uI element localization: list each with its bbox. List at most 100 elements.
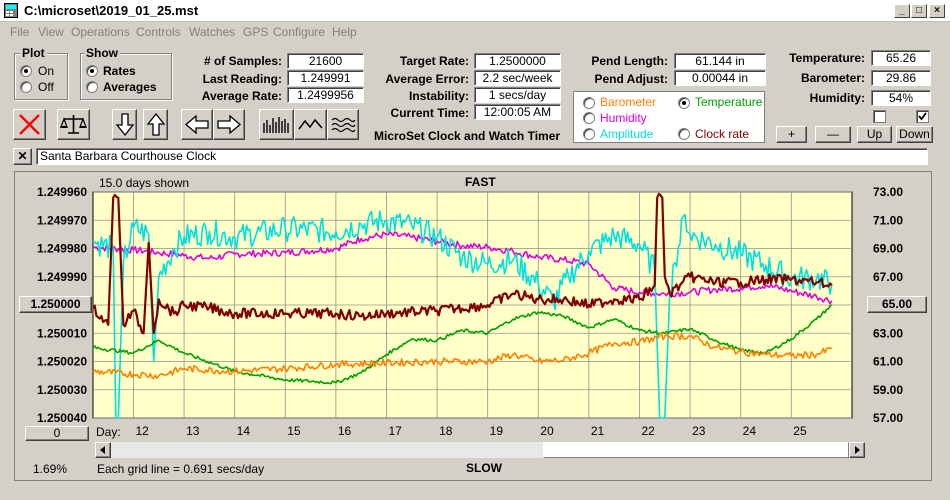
amplitude-radio[interactable] (583, 128, 595, 140)
left-checkbox[interactable] (873, 110, 886, 123)
y-right-tick-label: 71.00 (873, 213, 903, 227)
maximize-button[interactable]: □ (911, 4, 927, 18)
menu-file[interactable]: File (10, 25, 30, 39)
last-reading-field: 1.249991 (287, 70, 364, 86)
scale-minus-button[interactable]: — (815, 126, 851, 143)
clear-description-button[interactable]: ✕ (13, 148, 32, 165)
scroll-left-button[interactable] (95, 442, 111, 458)
day-prefix: Day: (96, 425, 121, 439)
arrow-down-button[interactable] (112, 109, 137, 140)
scroll-thumb[interactable] (543, 442, 849, 458)
grid-note: Each grid line = 0.691 secs/day (97, 462, 265, 476)
show-averages-label: Averages (103, 80, 157, 94)
x-tick-label: 15 (287, 424, 301, 438)
balance-scale-icon (60, 115, 87, 134)
pend-adjust-label: Pend Adjust: (594, 72, 668, 86)
menu-help[interactable]: Help (332, 25, 357, 39)
clear-button[interactable] (13, 109, 46, 140)
temperature-label: Temperature (695, 95, 763, 109)
x-tick-label: 22 (641, 424, 655, 438)
description-field[interactable]: Santa Barbara Courthouse Clock (36, 148, 928, 165)
pend-length-field: 61.144 in (674, 53, 766, 69)
avg-rate-label: Average Rate: (201, 89, 282, 103)
y-right-tick-label: 67.00 (873, 270, 903, 284)
arrow-left-icon (184, 114, 209, 135)
close-window-button[interactable]: × (929, 4, 945, 18)
last-reading-label: Last Reading: (202, 72, 282, 86)
bars-view-button[interactable] (259, 109, 294, 140)
clock-rate-radio[interactable] (678, 128, 690, 140)
target-rate-label: Target Rate: (399, 54, 469, 68)
target-rate-field[interactable]: 1.2500000 (474, 53, 561, 69)
instability-label: Instability: (408, 89, 469, 103)
minimize-button[interactable]: _ (894, 4, 910, 18)
x-tick-label: 23 (692, 424, 706, 438)
arrow-left-button[interactable] (181, 109, 213, 140)
y-right-tick-label: 69.00 (873, 242, 903, 256)
x-tick-label: 25 (793, 424, 807, 438)
y-right-tick-label: 73.00 (873, 185, 903, 199)
series-temperature (92, 304, 833, 385)
barometer-label: Barometer (600, 95, 657, 109)
arrow-down-icon (115, 113, 134, 137)
temperature-radio[interactable] (678, 97, 690, 109)
scale-plus-button[interactable]: + (776, 126, 807, 143)
y-left-tick-label: 1.249960 (37, 185, 87, 199)
y-left-tick-label: 1.250010 (37, 326, 87, 340)
barometer-env-label: Barometer: (800, 71, 865, 85)
ref-left-button[interactable]: 1.250000 (19, 296, 92, 313)
balance-button[interactable] (57, 109, 90, 140)
app-caption: MicroSet Clock and Watch Timer (374, 129, 561, 143)
menu-watches[interactable]: Watches (189, 25, 236, 39)
offset-button[interactable]: 0 (25, 426, 89, 441)
humidity-radio[interactable] (583, 112, 595, 124)
y-right-tick-label: 61.00 (873, 355, 903, 369)
x-tick-label: 21 (591, 424, 605, 438)
x-tick-label: 16 (338, 424, 352, 438)
arrow-right-button[interactable] (213, 109, 245, 140)
temperature-env-label: Temperature: (789, 51, 865, 65)
y-right-tick-label: 59.00 (873, 383, 903, 397)
plot-on-radio[interactable] (20, 65, 32, 77)
clock-rate-label: Clock rate (695, 127, 750, 141)
plot-off-radio[interactable] (20, 81, 32, 93)
checkmark-icon (918, 112, 927, 121)
avg-error-field: 2.2 sec/week (474, 70, 561, 86)
arrow-up-icon (146, 112, 165, 136)
x-tick-label: 12 (135, 424, 149, 438)
arrow-up-button[interactable] (143, 109, 168, 140)
humidity-env-label: Humidity: (809, 91, 865, 105)
menu-view[interactable]: View (38, 25, 64, 39)
pend-adjust-field: 0.00044 in (674, 70, 766, 86)
menu-controls[interactable]: Controls (136, 25, 181, 39)
scroll-up-button[interactable]: Up (857, 126, 892, 143)
slow-label: SLOW (466, 461, 502, 475)
show-rates-radio[interactable] (86, 65, 98, 77)
scroll-down-button[interactable]: Down (896, 126, 933, 143)
show-group-label: Show (84, 46, 120, 60)
show-groupbox (80, 53, 172, 100)
x-icon: ✕ (17, 149, 28, 163)
ref-right-button[interactable]: 65.00 (867, 296, 927, 313)
wave-view-button[interactable] (294, 109, 327, 140)
plot-off-label: Off (38, 80, 54, 94)
samples-label: # of Samples: (203, 54, 282, 68)
show-averages-radio[interactable] (86, 81, 98, 93)
menu-configure[interactable]: Configure (273, 25, 326, 39)
scroll-right-button[interactable] (849, 442, 865, 458)
multi-wave-button[interactable] (327, 109, 359, 140)
menu-operations[interactable]: Operations (71, 25, 130, 39)
humidity-label: Humidity (600, 111, 647, 125)
bar-chart-icon (263, 117, 289, 133)
series-humidity (92, 231, 833, 305)
barometer-radio[interactable] (583, 97, 595, 109)
y-left-tick-label: 1.250020 (37, 355, 87, 369)
x-tick-label: 19 (490, 424, 504, 438)
samples-field: 21600 (287, 53, 364, 69)
y-left-tick-label: 1.249980 (37, 242, 87, 256)
horizontal-scrollbar[interactable] (95, 442, 865, 458)
instability-field: 1 secs/day (474, 87, 561, 103)
right-checkbox[interactable] (916, 110, 929, 123)
menu-gps[interactable]: GPS (243, 25, 269, 39)
x-tick-label: 13 (186, 424, 200, 438)
